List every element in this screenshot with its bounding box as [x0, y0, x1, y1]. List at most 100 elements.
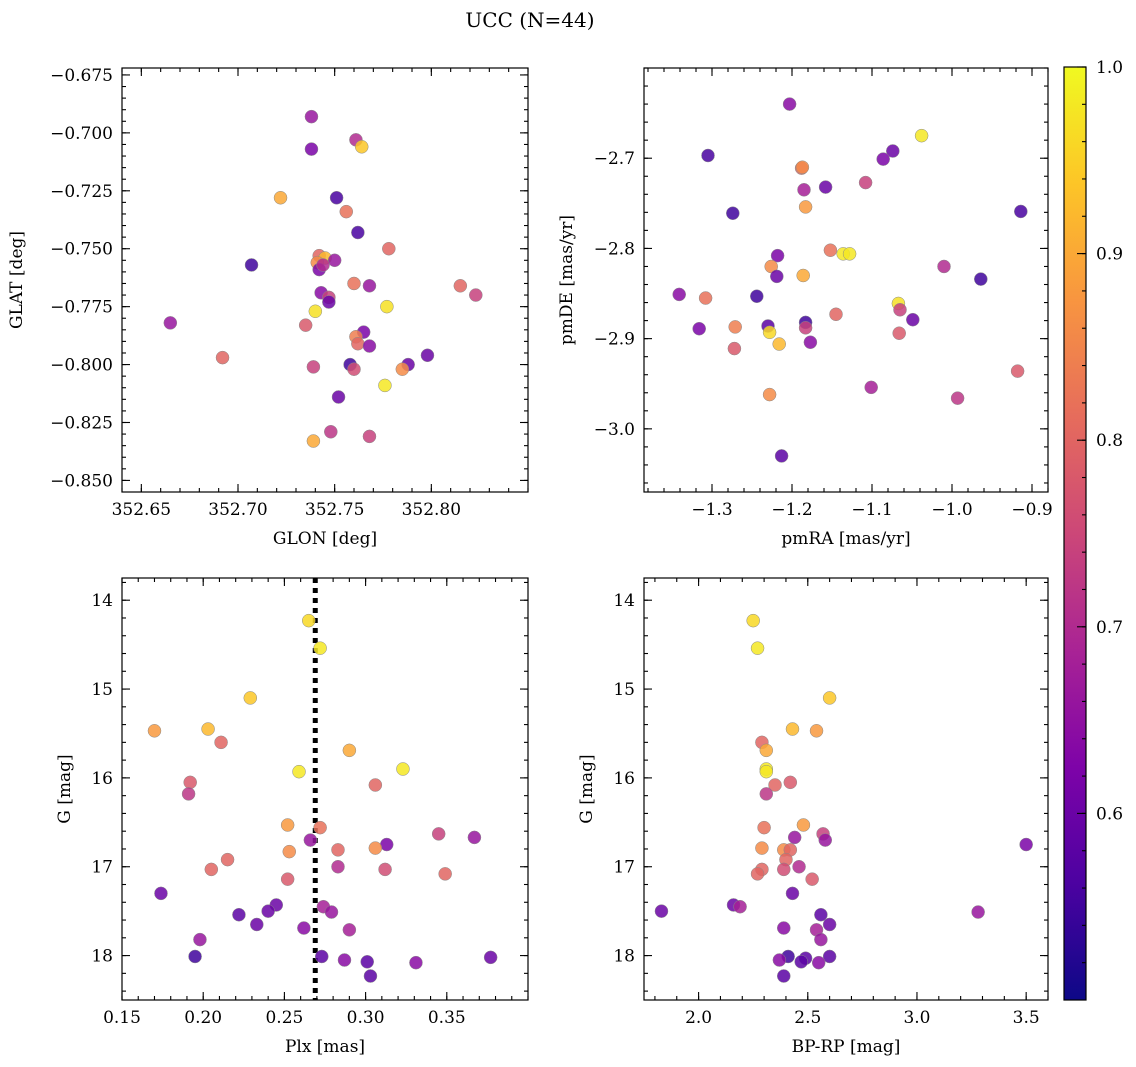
- y-tick-label: −0.850: [50, 471, 113, 491]
- x-tick-label: −1.0: [931, 500, 972, 520]
- scatter-point: [183, 775, 197, 790]
- scatter-point: [243, 691, 258, 705]
- scatter-point: [329, 190, 344, 205]
- scatter-point: [297, 921, 311, 935]
- scatter-point: [762, 387, 777, 402]
- scatter-point: [331, 843, 345, 857]
- axes-frame: [643, 67, 1049, 493]
- scatter-point: [796, 818, 811, 832]
- scatter-point: [733, 899, 747, 914]
- scatter-point: [292, 764, 306, 779]
- y-tick-label: −2.7: [594, 149, 635, 169]
- scatter-point: [302, 613, 316, 628]
- data-points: [147, 578, 498, 1000]
- scatter-point: [342, 743, 357, 758]
- scatter-point: [892, 326, 906, 340]
- scatter-point: [379, 837, 394, 852]
- scatter-point: [814, 932, 828, 947]
- colorbar-tick-label: 0.6: [1096, 804, 1123, 824]
- scatter-point: [782, 97, 797, 111]
- scatter-point: [378, 378, 392, 393]
- scatter-point: [351, 336, 365, 351]
- x-axis-label: BP-RP [mag]: [792, 1037, 901, 1057]
- scatter-point: [822, 691, 837, 705]
- scatter-point: [1014, 204, 1028, 219]
- scatter-point: [342, 923, 357, 937]
- scatter-point: [971, 905, 985, 919]
- scatter-point: [154, 886, 168, 901]
- tick-marks: [644, 578, 1049, 1000]
- colorbar-frame: [1063, 66, 1087, 1001]
- scatter-point: [232, 907, 246, 922]
- scatter-panel-4: 2.0 2.5 3.0 3.5 14 15 16 17 18 BP-RP [mag] G [mag]: [577, 577, 1049, 1057]
- x-tick-label: 0.25: [265, 1008, 303, 1028]
- x-tick-label: −1.3: [691, 500, 732, 520]
- scatter-point: [315, 949, 329, 964]
- y-tick-label: −0.675: [50, 66, 113, 86]
- scatter-point: [420, 348, 435, 363]
- scatter-point: [876, 152, 890, 166]
- scatter-point: [362, 339, 377, 353]
- scatter-point: [324, 905, 339, 919]
- scatter-point: [331, 390, 346, 404]
- colorbar-ticks: [1077, 66, 1086, 964]
- axes-frame: [643, 577, 1049, 1001]
- scatter-point: [950, 391, 965, 405]
- scatter-point: [467, 830, 482, 845]
- scatter-point: [886, 144, 900, 158]
- scatter-point: [280, 818, 295, 832]
- tick-marks: [121, 578, 529, 1000]
- scatter-point: [759, 743, 774, 758]
- scatter-point: [893, 303, 907, 317]
- scatter-point: [727, 341, 742, 356]
- y-tick-label: −2.9: [594, 330, 635, 350]
- scatter-point: [193, 932, 207, 947]
- x-axis-label: pmRA [mas/yr]: [781, 529, 910, 549]
- y-tick-label: 17: [613, 858, 635, 878]
- y-tick-label: 14: [91, 591, 113, 611]
- colorbar: 0.6 0.7 0.8 0.9 1.0: [1063, 58, 1123, 1001]
- scatter-point: [797, 183, 811, 197]
- x-tick-label: 0.15: [103, 1008, 141, 1028]
- scatter-point: [746, 613, 760, 628]
- scatter-point: [783, 775, 798, 790]
- scatter-panel-1: 352.65 352.70 352.75 352.80 −0.850 −0.825 −0.8…: [7, 66, 529, 549]
- scatter-point: [360, 955, 374, 969]
- scatter-point: [362, 429, 377, 444]
- y-tick-label: 16: [91, 769, 113, 789]
- y-tick-label: 14: [613, 591, 635, 611]
- scatter-point: [792, 859, 806, 874]
- scatter-point: [822, 949, 837, 964]
- x-tick-label: 352.65: [112, 500, 171, 520]
- scatter-point: [777, 921, 791, 935]
- y-axis-label: G [mag]: [577, 754, 597, 823]
- scatter-point: [483, 950, 498, 965]
- x-tick-label: 3.5: [1013, 1008, 1040, 1028]
- scatter-point: [842, 247, 857, 261]
- scatter-point: [672, 287, 686, 302]
- scatter-point: [250, 917, 264, 932]
- scatter-point: [395, 362, 410, 376]
- scatter-point: [351, 225, 365, 240]
- scatter-point: [409, 955, 423, 970]
- y-tick-label: 18: [91, 947, 113, 967]
- scatter-point: [363, 969, 378, 983]
- x-tick-label: −1.2: [771, 500, 812, 520]
- y-tick-label: −2.8: [594, 239, 635, 259]
- x-tick-label: 3.0: [903, 1008, 930, 1028]
- y-tick-label: −0.700: [50, 124, 113, 144]
- y-tick-label: 15: [613, 680, 635, 700]
- scatter-point: [147, 724, 162, 738]
- x-tick-label: −1.1: [851, 500, 892, 520]
- scatter-point: [759, 764, 774, 779]
- data-points: [672, 97, 1028, 463]
- scatter-panel-3: 0.15 0.20 0.25 0.30 0.35 14 15 16 17 18 Plx [mas] G…: [55, 577, 529, 1057]
- scatter-point: [974, 272, 988, 286]
- scatter-point: [368, 841, 383, 855]
- scatter-point: [188, 949, 202, 964]
- scatter-point: [757, 820, 771, 835]
- scatter-point: [798, 200, 813, 214]
- scatter-point: [215, 350, 230, 365]
- x-tick-label: 0.35: [428, 1008, 466, 1028]
- scatter-point: [818, 833, 833, 847]
